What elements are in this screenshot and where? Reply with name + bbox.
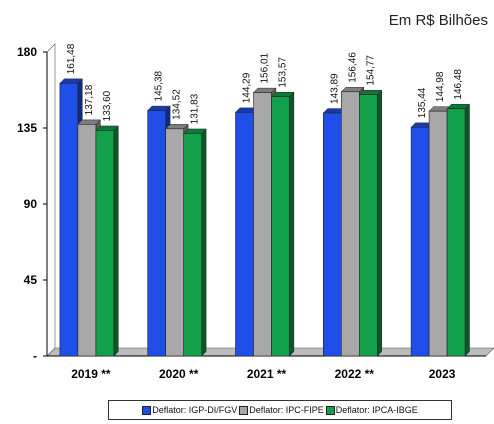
data-label: 145,38 bbox=[154, 70, 165, 101]
bar-3-2 bbox=[358, 94, 378, 357]
y-tick-label: 180 bbox=[17, 45, 37, 59]
legend-label-ipca: Deflator: IPCA-IBGE bbox=[335, 405, 418, 415]
bar-3-0 bbox=[322, 112, 342, 357]
legend-swatch-igp bbox=[142, 405, 152, 415]
data-label: 144,98 bbox=[435, 71, 446, 102]
bar-1-2 bbox=[183, 133, 202, 357]
bar-3-1 bbox=[340, 91, 360, 357]
bar-2-0 bbox=[235, 112, 254, 357]
bar-2-1 bbox=[253, 92, 272, 357]
x-tick-label: 2020 ** bbox=[159, 367, 199, 381]
data-label: 156,46 bbox=[347, 52, 358, 83]
data-label: 131,83 bbox=[190, 93, 201, 124]
data-label: 156,01 bbox=[260, 52, 271, 83]
chart-side-wall bbox=[46, 43, 56, 357]
chart-subtitle: Em R$ Bilhões bbox=[388, 12, 488, 29]
legend-item-igp: Deflator: IGP-DI/FGV bbox=[142, 405, 237, 415]
y-tick-label: - bbox=[33, 349, 37, 363]
legend-label-igp: Deflator: IGP-DI/FGV bbox=[152, 405, 238, 415]
legend-label-ipc: Deflator: IPC-FIPE bbox=[249, 405, 324, 415]
bar-side bbox=[289, 91, 295, 357]
data-label: 133,60 bbox=[102, 90, 113, 121]
data-label: 137,18 bbox=[84, 84, 95, 115]
bar-0-2 bbox=[95, 130, 115, 357]
x-tick-label: 2019 ** bbox=[71, 367, 111, 381]
bar-0-0 bbox=[59, 82, 79, 357]
bar-side bbox=[201, 128, 207, 357]
bar-1-1 bbox=[165, 128, 184, 357]
data-label: 134,52 bbox=[172, 89, 183, 120]
data-label: 144,29 bbox=[242, 72, 253, 103]
bar-side bbox=[113, 125, 119, 357]
bar-4-0 bbox=[410, 126, 430, 357]
x-tick-label: 2023 bbox=[429, 367, 456, 381]
y-tick-label: 90 bbox=[24, 197, 38, 211]
bar-0-1 bbox=[77, 124, 97, 357]
bar-side bbox=[377, 89, 382, 357]
bar-4-1 bbox=[428, 110, 448, 357]
bar-side bbox=[464, 103, 470, 357]
legend-item-ipca: Deflator: IPCA-IBGE bbox=[325, 405, 418, 415]
x-tick-label: 2021 ** bbox=[247, 367, 287, 381]
bar-2-2 bbox=[271, 96, 290, 357]
data-label: 161,48 bbox=[66, 43, 77, 74]
bar-chart: - 45 90 135 180 161,48 137,18 133,60 2019 ** 145,… bbox=[17, 43, 494, 381]
legend-swatch-ipca bbox=[325, 405, 335, 415]
data-label: 154,77 bbox=[365, 55, 376, 86]
legend-item-ipc: Deflator: IPC-FIPE bbox=[239, 405, 324, 415]
bar-1-0 bbox=[147, 110, 166, 357]
y-tick-label: 45 bbox=[24, 273, 38, 287]
data-label: 146,48 bbox=[453, 69, 464, 100]
data-label: 135,44 bbox=[417, 87, 428, 118]
legend: Deflator: IGP-DI/FGV Deflator: IPC-FIPE … bbox=[108, 400, 452, 420]
y-tick-label: 135 bbox=[17, 121, 37, 135]
bar-4-2 bbox=[446, 108, 466, 357]
data-label: 143,89 bbox=[329, 73, 340, 104]
legend-swatch-ipc bbox=[239, 405, 249, 415]
data-label: 153,57 bbox=[278, 57, 289, 88]
x-tick-label: 2022 ** bbox=[335, 367, 375, 381]
